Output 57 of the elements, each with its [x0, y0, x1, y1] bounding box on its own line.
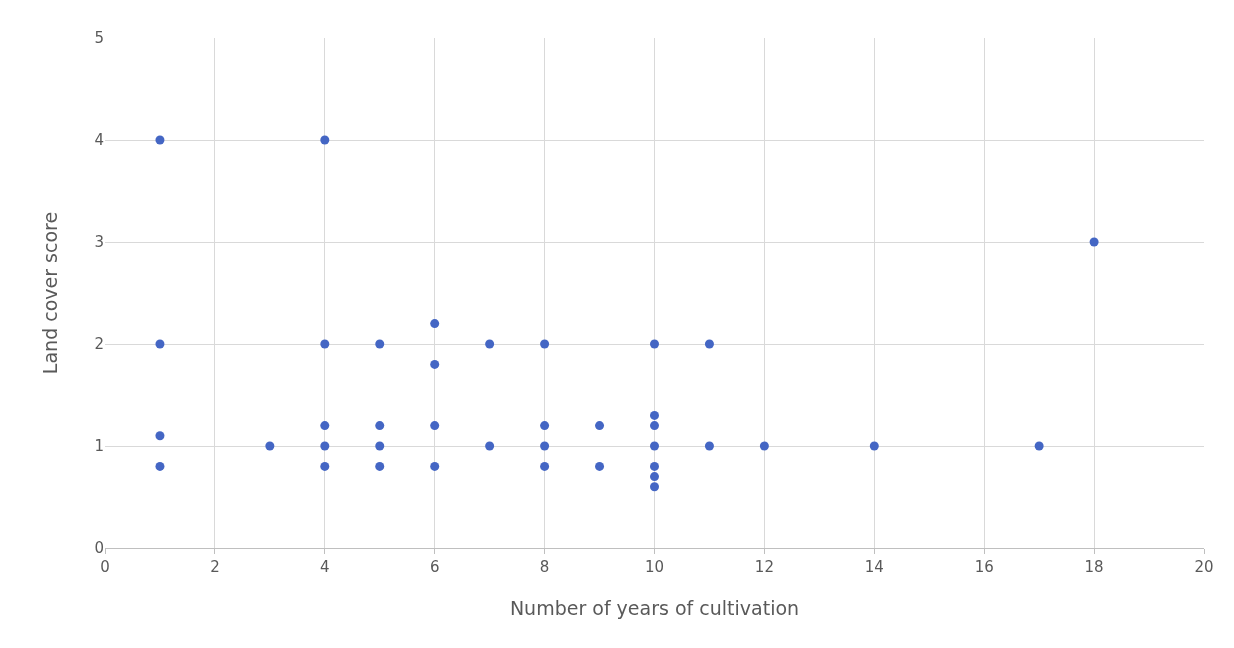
point — [155, 135, 165, 145]
y-tick-label: 4 — [94, 131, 104, 150]
point — [320, 441, 330, 451]
y-tick-label: 3 — [94, 233, 104, 252]
x-tick-label: 12 — [754, 558, 774, 576]
point — [375, 461, 385, 471]
point — [320, 339, 330, 349]
point — [375, 441, 385, 451]
point — [869, 441, 879, 451]
y-tick-label: 0 — [94, 539, 104, 558]
x-tick-label: 6 — [429, 558, 440, 576]
x-tick-label: 20 — [1194, 558, 1214, 576]
point — [540, 339, 550, 349]
point — [650, 461, 659, 471]
x-tick-label: 14 — [864, 558, 884, 576]
point — [375, 421, 385, 431]
point — [595, 461, 605, 471]
x-tick-label: 8 — [539, 558, 550, 576]
point — [1089, 237, 1099, 247]
point — [155, 431, 165, 441]
point — [485, 339, 495, 349]
point — [430, 461, 440, 471]
point — [704, 339, 714, 349]
point — [704, 441, 714, 451]
point — [430, 359, 440, 369]
point — [265, 441, 275, 451]
point — [375, 339, 385, 349]
point — [650, 441, 659, 451]
point — [320, 135, 330, 145]
point — [1034, 441, 1044, 451]
x-axis-title: Number of years of cultivation — [509, 597, 800, 619]
point — [155, 461, 165, 471]
point — [540, 421, 550, 431]
point — [430, 319, 440, 329]
y-tick-label: 5 — [94, 29, 104, 48]
point — [485, 441, 495, 451]
x-tick-label: 2 — [210, 558, 220, 576]
point — [540, 461, 550, 471]
point — [155, 339, 165, 349]
point — [650, 421, 659, 431]
point — [759, 441, 769, 451]
y-tick-label: 2 — [94, 335, 104, 354]
y-tick-label: 1 — [94, 437, 104, 456]
point — [650, 339, 659, 349]
point — [540, 441, 550, 451]
x-tick-label: 10 — [644, 558, 665, 576]
y-axis-title: Land cover score — [39, 211, 61, 375]
point — [320, 461, 330, 471]
point — [650, 410, 659, 420]
x-tick-label: 16 — [974, 558, 994, 576]
point — [320, 421, 330, 431]
x-tick-label: 18 — [1084, 558, 1104, 576]
x-tick-label: 4 — [320, 558, 330, 576]
point — [430, 421, 440, 431]
point — [650, 482, 659, 492]
point — [595, 421, 605, 431]
point — [650, 472, 659, 482]
